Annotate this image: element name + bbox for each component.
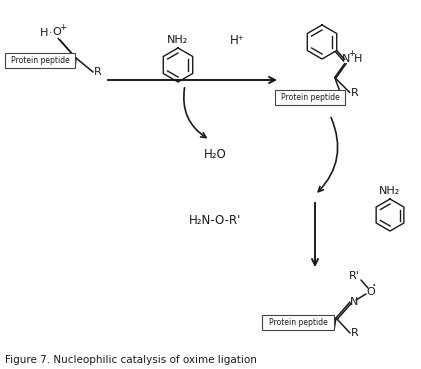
FancyArrowPatch shape	[312, 203, 318, 265]
Text: H: H	[40, 28, 48, 38]
FancyArrowPatch shape	[184, 88, 206, 138]
Bar	[262, 315, 334, 330]
Text: +: +	[59, 24, 67, 32]
Text: H⁺: H⁺	[229, 34, 245, 46]
Bar	[5, 53, 75, 68]
Text: O: O	[53, 27, 61, 37]
FancyArrowPatch shape	[108, 77, 275, 83]
Text: NH₂: NH₂	[379, 186, 401, 196]
Text: H₂O: H₂O	[204, 148, 226, 162]
FancyArrowPatch shape	[318, 118, 338, 192]
Text: ·: ·	[372, 279, 376, 293]
Text: Protein peptide: Protein peptide	[11, 56, 69, 65]
Text: ·: ·	[49, 28, 53, 38]
Text: Protein peptide: Protein peptide	[281, 93, 339, 102]
Text: R: R	[351, 328, 359, 338]
Text: +: +	[348, 49, 355, 58]
Text: N: N	[341, 54, 350, 63]
Text: N: N	[350, 297, 358, 307]
Text: R: R	[94, 67, 102, 77]
Text: Protein peptide: Protein peptide	[269, 318, 328, 327]
Text: H: H	[354, 54, 362, 63]
Text: Figure 7. Nucleophilic catalysis of oxime ligation: Figure 7. Nucleophilic catalysis of oxim…	[5, 355, 257, 365]
Bar	[275, 90, 345, 105]
Text: O: O	[367, 287, 376, 297]
Text: R: R	[351, 87, 359, 97]
Text: NH₂: NH₂	[168, 35, 189, 45]
Text: H₂N-O-R': H₂N-O-R'	[189, 214, 241, 227]
Text: R': R'	[349, 271, 360, 281]
